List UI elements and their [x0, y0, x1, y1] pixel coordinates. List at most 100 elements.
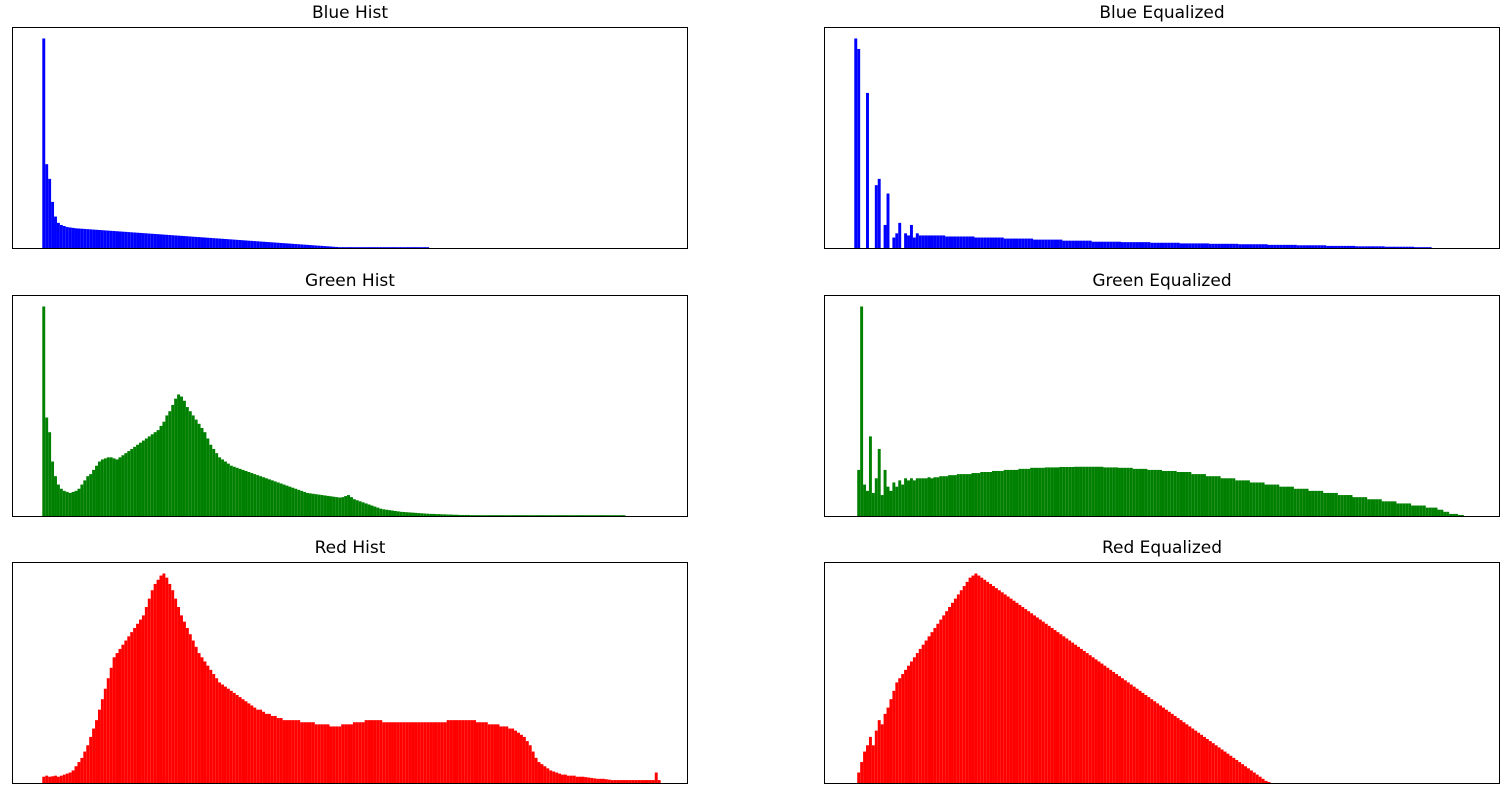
red-equalized-bar: [1220, 749, 1224, 783]
red-hist-bar: [487, 724, 491, 783]
blue-equalized-bar: [1387, 246, 1391, 248]
red-equalized-bar: [1176, 718, 1180, 783]
red-equalized-bar: [942, 615, 946, 783]
red-hist-bar: [355, 722, 359, 783]
red-hist-bar: [206, 665, 210, 783]
green-equalized-bar: [1317, 490, 1321, 516]
green-equalized-bar: [1068, 466, 1072, 516]
blue-hist-bar: [165, 234, 169, 248]
red-hist-bar: [534, 757, 538, 783]
blue-equalized-bar: [974, 237, 978, 248]
red-hist-bar: [314, 724, 318, 783]
green-equalized-bar: [1056, 467, 1060, 516]
red-hist-bar: [338, 726, 342, 783]
green-equalized-bar: [1232, 478, 1236, 516]
blue-hist-bar: [218, 238, 222, 248]
blue-hist-bar: [59, 224, 63, 248]
blue-hist-bar: [68, 227, 72, 248]
axes-frame: [824, 27, 1500, 249]
red-hist-bar: [508, 728, 512, 783]
red-equalized-bar: [895, 682, 899, 783]
red-hist-bar: [473, 720, 477, 783]
blue-equalized-bar: [1147, 242, 1151, 248]
green-equalized-bar: [1355, 497, 1359, 516]
green-equalized-bar: [1170, 470, 1174, 516]
blue-equalized-bar: [942, 235, 946, 248]
blue-hist-bar: [341, 247, 345, 248]
blue-equalized-bar: [930, 235, 934, 248]
green-equalized-bar: [927, 477, 931, 516]
green-equalized-bar: [1305, 488, 1309, 516]
red-hist-bar: [481, 722, 485, 783]
blue-hist-bar: [414, 247, 418, 248]
blue-equalized-bar: [1255, 244, 1259, 248]
blue-hist-bar: [361, 247, 365, 248]
blue-hist-bar: [308, 245, 312, 248]
green-hist-bar: [399, 511, 403, 516]
red-hist-bar: [464, 720, 468, 783]
green-hist-bar: [223, 461, 227, 516]
blue-equalized-bar: [1024, 238, 1028, 248]
green-equalized-bar: [1214, 476, 1218, 516]
green-hist-bar: [177, 394, 181, 516]
blue-equalized-bar: [1106, 241, 1110, 248]
red-hist-bar: [185, 627, 189, 783]
blue-hist-bar: [177, 235, 181, 248]
blue-hist-bar: [303, 244, 307, 248]
green-equalized-bar: [1065, 466, 1069, 516]
blue-equalized-bar: [1015, 238, 1019, 248]
blue-equalized-bar: [1375, 246, 1379, 248]
red-hist-bar: [212, 674, 216, 783]
red-hist-bar: [358, 722, 362, 783]
green-equalized-bar: [1349, 495, 1353, 516]
red-hist-bar: [256, 709, 260, 783]
blue-hist-bar: [402, 247, 406, 248]
blue-equalized-bar: [1211, 243, 1215, 248]
green-equalized-bar: [1443, 511, 1447, 516]
green-equalized-bar: [1396, 503, 1400, 516]
red-hist-bar: [109, 667, 113, 783]
red-equalized-bar: [1261, 778, 1265, 783]
blue-equalized-bar: [1326, 245, 1330, 248]
green-equalized-bar: [1419, 505, 1423, 516]
red-equalized-bar: [1003, 594, 1007, 783]
green-equalized-bar: [1375, 499, 1379, 516]
chart-title: Blue Equalized: [1099, 3, 1225, 23]
red-equalized-bar: [927, 636, 931, 783]
green-equalized-bar: [1367, 499, 1371, 516]
green-hist-bar: [329, 496, 333, 516]
blue-hist-bar: [373, 247, 377, 248]
red-hist-bar: [147, 598, 151, 783]
blue-equalized-bar: [886, 193, 890, 248]
blue-equalized-bar: [1082, 240, 1086, 248]
red-equalized-bar: [1244, 766, 1247, 783]
green-equalized-bar: [1012, 469, 1016, 516]
red-equalized-bar: [983, 579, 987, 783]
red-equalized-bar: [889, 699, 893, 783]
green-hist-bar: [97, 461, 101, 516]
red-equalized-bar: [965, 581, 969, 783]
green-equalized-bar: [968, 474, 972, 516]
red-hist-bar: [622, 780, 626, 783]
red-equalized-bar: [1118, 676, 1121, 783]
green-equalized-bar: [930, 478, 934, 516]
blue-hist-bar: [326, 246, 330, 248]
blue-hist-bar: [83, 228, 87, 248]
green-equalized-bar: [1390, 501, 1394, 516]
green-equalized-bar: [933, 477, 937, 516]
green-equalized-bar: [1334, 492, 1338, 516]
red-equalized-bar: [912, 657, 916, 783]
blue-equalized-bar: [1159, 242, 1162, 248]
red-hist-bar: [45, 775, 49, 783]
green-hist-bar: [517, 515, 520, 516]
blue-equalized-bar: [1162, 242, 1165, 248]
blue-equalized-bar: [1422, 247, 1426, 248]
green-equalized-bar: [992, 470, 995, 516]
green-equalized-bar: [1203, 474, 1206, 516]
green-equalized-bar: [871, 492, 875, 516]
red-hist-bar: [326, 724, 330, 783]
red-hist-bar: [502, 726, 506, 783]
red-hist-bar: [103, 688, 107, 783]
green-hist-bar: [270, 480, 274, 516]
